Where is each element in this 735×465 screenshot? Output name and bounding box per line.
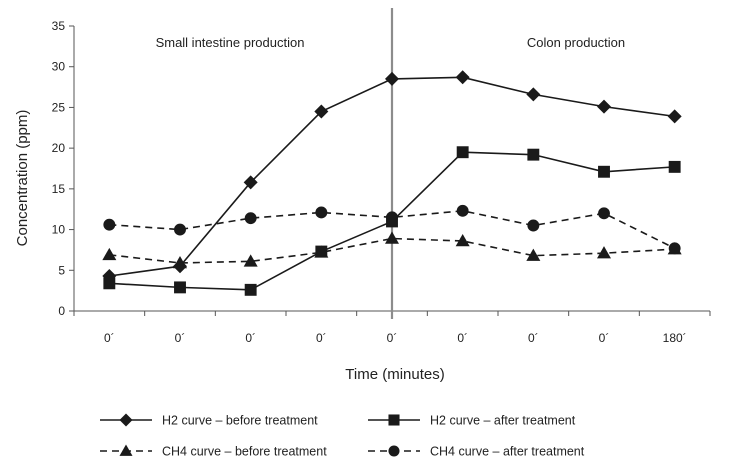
x-axis-label: Time (minutes) <box>345 366 444 383</box>
annotation-small-intestine: Small intestine production <box>156 35 305 50</box>
legend-marker-2 <box>388 414 400 426</box>
data-point-3-8 <box>597 246 611 259</box>
data-point-4-8 <box>598 207 610 220</box>
legend-marker-3 <box>119 444 133 456</box>
x-tick-label: 180´ <box>663 331 687 345</box>
data-point-3-3 <box>243 254 258 267</box>
legend-marker-4 <box>388 445 400 457</box>
data-point-1-5 <box>385 71 399 86</box>
x-tick-label: 0´ <box>104 331 115 345</box>
y-tick-label: 35 <box>52 19 66 33</box>
legend-marker-1 <box>119 413 133 427</box>
x-tick-label: 0´ <box>175 331 186 345</box>
data-point-4-1 <box>103 218 116 231</box>
y-tick-label: 5 <box>58 263 65 277</box>
x-tick-label: 0´ <box>528 331 539 345</box>
data-point-3-1 <box>102 247 117 261</box>
y-tick-label: 15 <box>52 182 66 196</box>
y-tick-label: 20 <box>52 141 66 155</box>
data-point-3-2 <box>173 255 187 269</box>
data-point-4-7 <box>527 219 540 232</box>
legend-label-4: CH4 curve – after treatment <box>430 445 585 459</box>
data-point-1-9 <box>667 109 682 124</box>
series-layer <box>102 70 682 296</box>
data-point-4-5 <box>386 211 398 224</box>
axes: 0 5 10 15 20 25 30 35 0´ 0´ 0´ 0´ 0´ 0´ 0´ 0´ 180´ <box>52 8 711 345</box>
data-point-3-6 <box>455 233 470 247</box>
legend-label-3: CH4 curve – before treatment <box>162 445 327 459</box>
y-tick-label: 25 <box>52 100 66 114</box>
x-tick-label: 0´ <box>387 331 398 345</box>
data-point-1-4 <box>314 104 329 119</box>
data-point-2-7 <box>527 148 540 161</box>
data-point-3-7 <box>526 248 541 261</box>
data-point-4-3 <box>244 212 257 225</box>
data-point-1-8 <box>597 99 611 114</box>
y-tick-label: 30 <box>52 60 66 74</box>
data-point-3-4 <box>314 245 329 258</box>
annotation-colon: Colon production <box>527 35 625 50</box>
data-point-2-8 <box>598 165 610 178</box>
legend-entry-4: CH4 curve – after treatment <box>368 445 585 459</box>
data-point-1-6 <box>455 70 470 85</box>
data-point-2-9 <box>668 160 681 173</box>
y-axis-label: Concentration (ppm) <box>14 110 31 247</box>
data-point-4-4 <box>315 206 328 219</box>
data-point-4-2 <box>174 223 186 236</box>
y-tick-label: 10 <box>52 223 66 237</box>
data-point-2-1 <box>103 277 116 290</box>
data-point-1-7 <box>526 87 541 102</box>
data-point-1-3 <box>243 175 258 190</box>
x-tick-label: 0´ <box>457 331 468 345</box>
data-point-2-2 <box>174 281 186 294</box>
x-tick-label: 0´ <box>245 331 256 345</box>
x-tick-label: 0´ <box>316 331 327 345</box>
data-point-3-5 <box>385 231 399 244</box>
legend-entry-2: H2 curve – after treatment <box>368 414 576 428</box>
legend-label-2: H2 curve – after treatment <box>430 414 576 428</box>
y-tick-label: 0 <box>58 304 65 318</box>
data-point-4-9 <box>668 242 681 255</box>
text-layer: Concentration (ppm) Time (minutes) Small… <box>14 35 625 383</box>
series-4 <box>103 204 681 255</box>
legend-entry-1: H2 curve – before treatment <box>100 413 318 428</box>
legend-label-1: H2 curve – before treatment <box>162 414 318 428</box>
x-tick-label: 0´ <box>599 331 610 345</box>
legend-entry-3: CH4 curve – before treatment <box>100 444 327 459</box>
legend: H2 curve – before treatment H2 curve – af… <box>100 413 585 459</box>
data-point-4-6 <box>456 204 469 217</box>
data-point-2-6 <box>456 146 469 159</box>
data-point-2-3 <box>244 283 257 296</box>
